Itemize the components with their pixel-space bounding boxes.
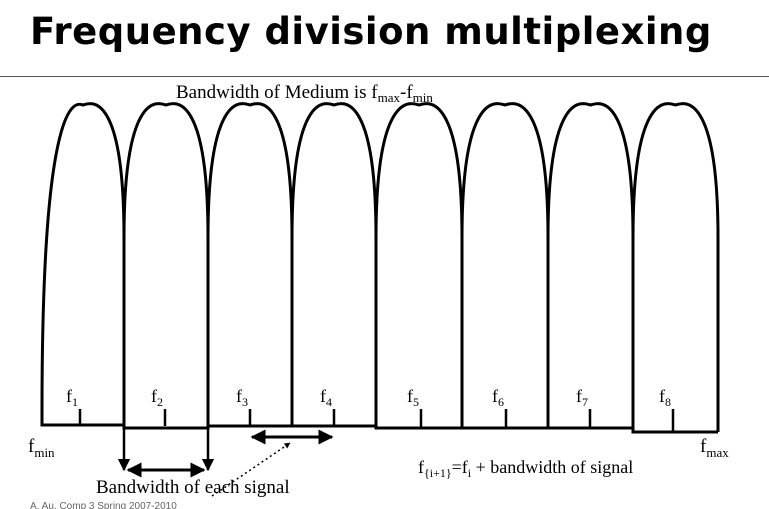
- channel-lobe: [40, 102, 126, 412]
- channel-lobe: [206, 102, 294, 239]
- slide-footer: A. Au, Comp 3 Spring 2007-2010: [30, 501, 177, 509]
- channel-lobe: [460, 102, 550, 239]
- channel-label: f7: [576, 386, 588, 409]
- channel-label: f8: [659, 386, 671, 409]
- channel-lobe: [546, 102, 635, 239]
- channel-lobe: [122, 102, 210, 239]
- channel-label: f4: [320, 386, 332, 409]
- channel-label: f3: [236, 386, 248, 409]
- channel-label: f5: [407, 386, 419, 409]
- medium-bandwidth-label: Bandwidth of Medium is fmax-fmin: [176, 82, 433, 105]
- channel-label: f1: [66, 386, 78, 409]
- fmax-label: fmax: [700, 436, 729, 460]
- channel-lobe: [374, 102, 464, 239]
- signal-bandwidth-label: Bandwidth of each signal: [96, 477, 290, 498]
- frequency-axis: [40, 411, 718, 434]
- channel-lobe: [631, 102, 720, 239]
- slide-title: Frequency division multiplexing: [30, 10, 712, 53]
- title-divider: [0, 76, 769, 77]
- channel-lobe: [290, 102, 378, 239]
- pointer-dotted-line: [211, 442, 291, 497]
- channel-label: f2: [151, 386, 163, 409]
- channel-lobes: [40, 102, 720, 432]
- channel-label: f6: [492, 386, 504, 409]
- frequency-formula: f{i+1}=fi + bandwidth of signal: [418, 457, 633, 480]
- channel-ticks: f1 f2 f3 f4 f5 f6 f7 f8: [66, 386, 675, 432]
- fmin-label: fmin: [28, 436, 55, 460]
